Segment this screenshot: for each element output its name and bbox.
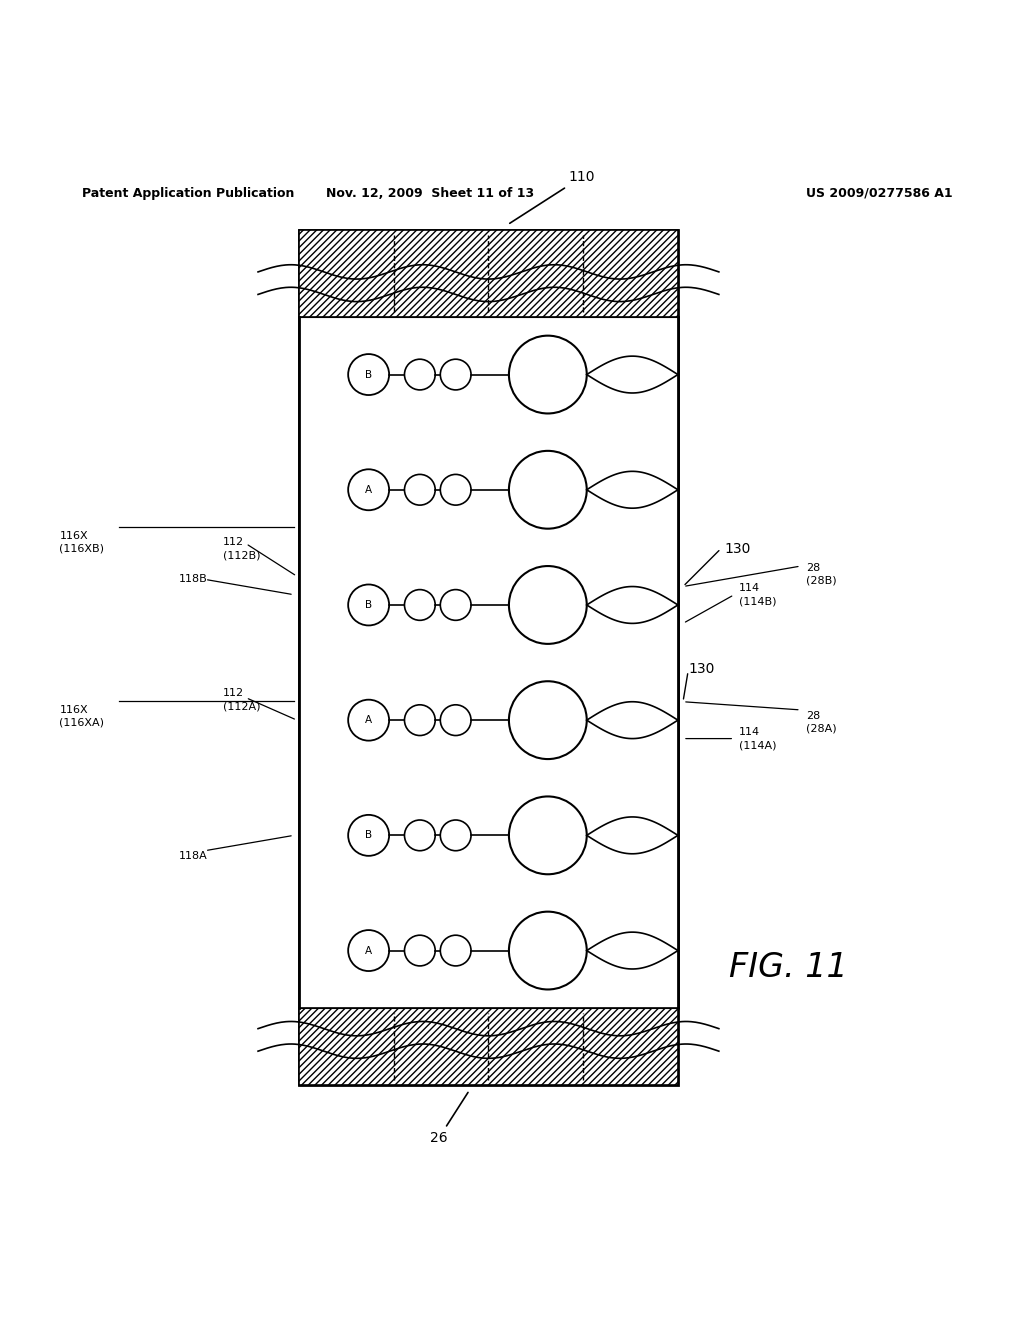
Circle shape bbox=[348, 354, 389, 395]
Text: Nov. 12, 2009  Sheet 11 of 13: Nov. 12, 2009 Sheet 11 of 13 bbox=[326, 187, 535, 199]
Circle shape bbox=[348, 700, 389, 741]
Circle shape bbox=[440, 820, 471, 850]
Circle shape bbox=[509, 681, 587, 759]
Circle shape bbox=[404, 935, 435, 966]
Text: 26: 26 bbox=[430, 1093, 468, 1144]
Text: A: A bbox=[366, 945, 372, 956]
Circle shape bbox=[440, 474, 471, 506]
Circle shape bbox=[404, 359, 435, 389]
Circle shape bbox=[509, 912, 587, 990]
Circle shape bbox=[440, 935, 471, 966]
Circle shape bbox=[440, 705, 471, 735]
Circle shape bbox=[348, 814, 389, 855]
Bar bbox=[299, 1008, 678, 1085]
Text: FIG. 11: FIG. 11 bbox=[729, 950, 848, 983]
Text: 28
(28A): 28 (28A) bbox=[806, 710, 837, 734]
Circle shape bbox=[348, 585, 389, 626]
Text: 130: 130 bbox=[724, 541, 751, 556]
Circle shape bbox=[404, 590, 435, 620]
Text: Patent Application Publication: Patent Application Publication bbox=[82, 187, 294, 199]
Text: 112
(112A): 112 (112A) bbox=[223, 688, 261, 711]
Bar bbox=[299, 230, 678, 317]
Circle shape bbox=[509, 451, 587, 529]
Bar bbox=[299, 317, 678, 1008]
Circle shape bbox=[348, 470, 389, 511]
Circle shape bbox=[404, 705, 435, 735]
Circle shape bbox=[509, 335, 587, 413]
Text: B: B bbox=[366, 601, 372, 610]
Circle shape bbox=[440, 590, 471, 620]
Text: A: A bbox=[366, 715, 372, 725]
Text: 110: 110 bbox=[510, 170, 595, 223]
Circle shape bbox=[404, 820, 435, 850]
Text: B: B bbox=[366, 370, 372, 380]
Text: 112
(112B): 112 (112B) bbox=[223, 537, 261, 560]
Text: 28
(28B): 28 (28B) bbox=[806, 562, 837, 586]
Circle shape bbox=[348, 931, 389, 972]
Circle shape bbox=[509, 796, 587, 874]
Text: 116X
(116XB): 116X (116XB) bbox=[59, 531, 104, 554]
Text: A: A bbox=[366, 484, 372, 495]
Text: B: B bbox=[366, 830, 372, 841]
Circle shape bbox=[404, 474, 435, 506]
Circle shape bbox=[509, 566, 587, 644]
FancyBboxPatch shape bbox=[299, 230, 678, 1085]
Text: 118A: 118A bbox=[179, 851, 208, 861]
Text: 116X
(116XA): 116X (116XA) bbox=[59, 705, 104, 727]
Text: 130: 130 bbox=[688, 661, 715, 676]
Text: US 2009/0277586 A1: US 2009/0277586 A1 bbox=[806, 187, 952, 199]
Text: 118B: 118B bbox=[179, 574, 208, 585]
Text: 114
(114B): 114 (114B) bbox=[739, 583, 777, 606]
Text: 114
(114A): 114 (114A) bbox=[739, 727, 777, 750]
Circle shape bbox=[440, 359, 471, 389]
